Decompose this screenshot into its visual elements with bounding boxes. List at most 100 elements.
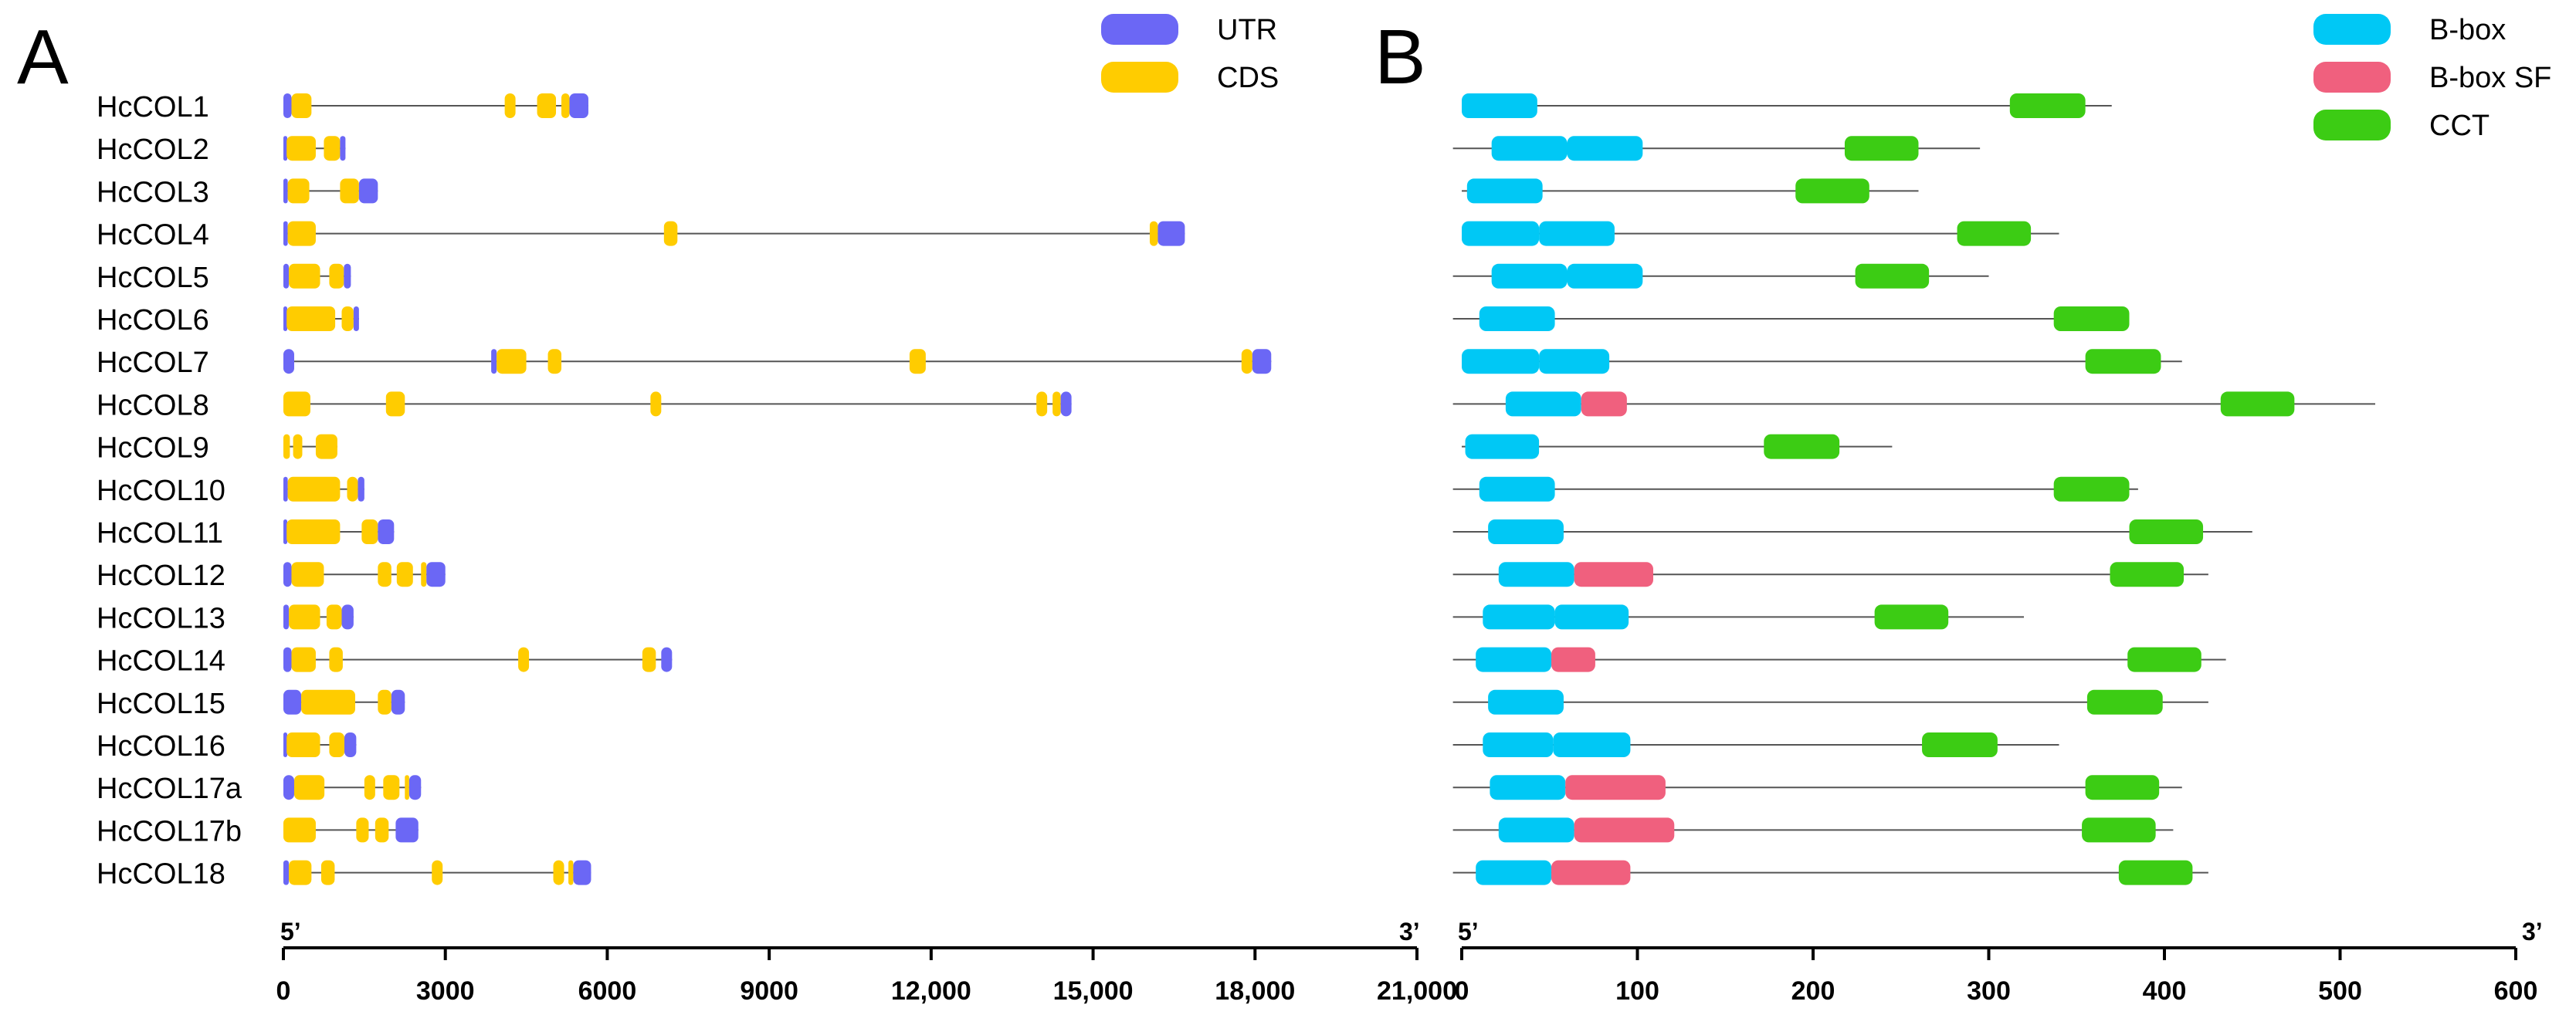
cct-domain: [2053, 476, 2130, 502]
panel-a-legend: UTR CDS: [1101, 14, 1279, 94]
cds-segment: [504, 93, 516, 118]
b-box-domain: [1491, 263, 1568, 289]
cct-domain: [2220, 391, 2295, 417]
b-box-domain: [1476, 860, 1552, 885]
utr-segment: [358, 178, 378, 204]
utr-segment: [283, 647, 292, 672]
b-box-sf-domain: [1574, 562, 1653, 587]
utr-segment: [378, 519, 395, 544]
gene-row-hccol16: HcCOL16: [97, 730, 357, 763]
utr-segment: [573, 860, 591, 885]
cct-domain: [1764, 434, 1840, 459]
utr-segment: [283, 136, 287, 161]
b-box-domain: [1490, 775, 1566, 800]
cct-domain: [1957, 221, 2032, 246]
gene-name-label: HcCOL17b: [97, 815, 242, 847]
protein-row-hccol17a: [1452, 775, 2182, 800]
b-box-sf-domain: [1551, 647, 1595, 672]
axis-tick-label: 15,000: [1053, 976, 1134, 1006]
cds-segment: [361, 519, 378, 544]
utr-segment: [569, 93, 588, 118]
axis-tick-label: 100: [1615, 976, 1659, 1006]
utr-segment: [395, 817, 419, 843]
axis-tick-label: 200: [1791, 976, 1835, 1006]
utr-segment: [341, 604, 354, 630]
axis-tick-label: 600: [2494, 976, 2538, 1006]
gene-name-label: HcCOL2: [97, 134, 209, 166]
gene-row-hccol18: HcCOL18: [97, 858, 591, 891]
b-box-domain: [1488, 689, 1564, 715]
axis-tick-label: 0: [1455, 976, 1469, 1006]
b-box-domain: [1498, 817, 1574, 843]
b-box-domain: [1553, 732, 1631, 757]
cct-domain: [2118, 860, 2193, 885]
cds-segment: [356, 817, 369, 843]
cds-segment: [315, 434, 337, 459]
cct-domain: [2086, 689, 2163, 715]
cct-domain: [2009, 93, 2086, 118]
cds-segment: [909, 349, 926, 374]
utr-segment: [344, 732, 357, 757]
utr-segment: [283, 93, 292, 118]
cds-segment: [286, 306, 336, 331]
cds-segment: [347, 476, 358, 502]
gene-name-label: HcCOL7: [97, 347, 209, 379]
gene-name-label: HcCOL8: [97, 389, 209, 421]
utr-segment: [283, 775, 294, 800]
b-box-domain: [1505, 391, 1581, 417]
utr-segment: [408, 775, 422, 800]
cds-segment: [561, 93, 570, 118]
axis-tick-label: 3000: [416, 976, 475, 1006]
utr-segment: [1252, 349, 1272, 374]
gene-name-label: HcCOL11: [97, 517, 223, 550]
axis-tick-label: 12,000: [891, 976, 971, 1006]
cds-segment: [547, 349, 562, 374]
protein-row-hccol1: [1462, 93, 2112, 118]
gene-row-hccol15: HcCOL15: [97, 688, 405, 720]
b-box-domain: [1476, 647, 1552, 672]
gene-row-hccol7: HcCOL7: [97, 347, 1272, 379]
gene-name-label: HcCOL3: [97, 176, 209, 208]
utr-segment: [283, 349, 294, 374]
protein-row-hccol16: [1452, 732, 2059, 757]
cds-segment: [287, 221, 316, 246]
b-box-domain: [1483, 732, 1554, 757]
cds-segment: [324, 136, 341, 161]
cds-segment: [286, 136, 316, 161]
cds-segment: [518, 647, 530, 672]
panel-b-axis-end-label: 3’: [2522, 918, 2543, 946]
utr-segment: [391, 689, 405, 715]
cct-domain: [1855, 263, 1930, 289]
cds-segment: [568, 860, 574, 885]
cds-segment: [301, 689, 355, 715]
cds-segment: [288, 604, 320, 630]
cds-segment: [364, 775, 375, 800]
gene-name-label: HcCOL13: [97, 602, 225, 634]
gene-name-label: HcCOL1: [97, 91, 209, 123]
utr-segment: [283, 178, 288, 204]
axis-tick-label: 18,000: [1215, 976, 1295, 1006]
utr-segment: [1158, 221, 1185, 246]
b-box-domain: [1462, 93, 1537, 118]
utr-segment: [283, 860, 289, 885]
cds-segment: [421, 562, 427, 587]
b-box-domain: [1462, 221, 1540, 246]
cds-segment: [1241, 349, 1252, 374]
panel-a-letter: A: [17, 14, 69, 100]
gene-row-hccol3: HcCOL3: [97, 176, 378, 208]
cds-segment: [291, 647, 316, 672]
panel-b-legend: B-box B-box SF CCT: [2313, 14, 2551, 142]
gene-name-label: HcCOL4: [97, 219, 209, 252]
cct-domain: [1922, 732, 1998, 757]
b-box-sf-domain: [1551, 860, 1631, 885]
gene-row-hccol17b: HcCOL17b: [97, 815, 419, 847]
gene-name-label: HcCOL10: [97, 475, 225, 507]
cds-segment: [663, 221, 678, 246]
b-box-sf-domain: [1574, 817, 1675, 843]
utr-segment: [1060, 391, 1072, 417]
cds-segment: [293, 775, 325, 800]
gene-row-hccol13: HcCOL13: [97, 602, 354, 634]
cds-segment: [326, 604, 342, 630]
gene-name-label: HcCOL17a: [97, 773, 242, 805]
